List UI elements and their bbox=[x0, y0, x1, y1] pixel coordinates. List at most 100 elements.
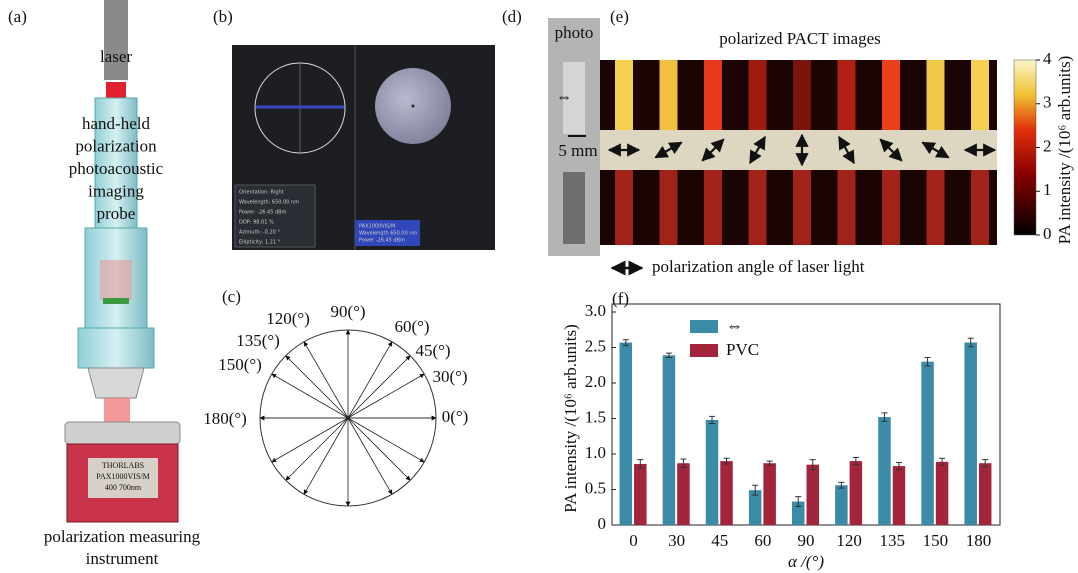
images-caption: polarization angle of laser light bbox=[652, 257, 865, 276]
legend-swatch bbox=[690, 320, 718, 333]
colorbar bbox=[1014, 60, 1036, 235]
polar-arrow bbox=[272, 374, 348, 418]
x-tick-label: 150 bbox=[923, 531, 949, 550]
photo-label: photo bbox=[555, 23, 594, 42]
angle-label: 90(°) bbox=[330, 302, 365, 321]
bar bbox=[936, 462, 949, 525]
panel-label: (d) bbox=[502, 7, 522, 26]
instrument-top bbox=[65, 422, 180, 444]
laser-label: laser bbox=[100, 47, 132, 66]
y-tick-label: 0.5 bbox=[585, 478, 606, 497]
polar-arrow bbox=[348, 356, 410, 418]
y-tick-label: 1.0 bbox=[585, 443, 606, 462]
polar-arrow bbox=[348, 418, 410, 480]
probe-label-line: imaging bbox=[88, 181, 144, 200]
panel-label: (f) bbox=[612, 289, 629, 308]
polar-arrow bbox=[348, 418, 392, 494]
probe-label-line: probe bbox=[97, 204, 136, 223]
legend-label: ⇔ bbox=[726, 316, 743, 335]
x-tick-label: 90 bbox=[798, 531, 815, 550]
x-tick-label: 135 bbox=[879, 531, 905, 550]
laser-head bbox=[106, 82, 126, 98]
bar bbox=[663, 355, 676, 525]
stripe bbox=[882, 60, 900, 130]
y-axis-label: PA intensity /(10⁶ arb.units) bbox=[561, 324, 580, 513]
stripe bbox=[749, 170, 767, 245]
stripe bbox=[704, 170, 722, 245]
stripe bbox=[838, 170, 856, 245]
colorbar-tick-label: 0 bbox=[1043, 224, 1052, 243]
stripe bbox=[793, 60, 811, 130]
sample-dark bbox=[563, 172, 585, 244]
polar-arrow bbox=[272, 418, 348, 462]
info-line: Azimuth: -0.20 ° bbox=[239, 230, 280, 236]
polar-diagram: 0(°)30(°)45(°)60(°)90(°)120(°)135(°)150(… bbox=[203, 302, 468, 506]
probe-ring bbox=[103, 298, 129, 304]
stripe bbox=[660, 170, 678, 245]
x-tick-label: 120 bbox=[836, 531, 862, 550]
angle-label: 120(°) bbox=[266, 309, 310, 328]
polar-arrow bbox=[304, 418, 348, 494]
blue-line: PAX1000VIS/M bbox=[359, 224, 395, 230]
bar bbox=[763, 463, 776, 525]
stripe bbox=[704, 60, 722, 130]
stripe bbox=[971, 170, 989, 245]
sample-photo bbox=[548, 18, 600, 256]
bar bbox=[893, 466, 906, 525]
info-line: Orientation: Right bbox=[239, 190, 284, 196]
stripe bbox=[615, 170, 633, 245]
info-line: Power: -26.45 dBm bbox=[239, 210, 287, 216]
probe-tip bbox=[88, 368, 144, 398]
panel-label: (c) bbox=[222, 287, 241, 306]
y-tick-label: 2.0 bbox=[585, 372, 606, 391]
info-line: DOP: 98.01 % bbox=[239, 220, 274, 226]
colorbar-label: PA intensity /(10⁶ arb.units) bbox=[1055, 56, 1074, 245]
sample-symbol: ⇔ bbox=[556, 89, 572, 106]
instrument-label: instrument bbox=[86, 549, 159, 568]
stripe bbox=[660, 60, 678, 130]
stripe bbox=[927, 170, 945, 245]
probe-label-line: hand-held bbox=[82, 114, 150, 133]
colorbar-tick-label: 3 bbox=[1043, 93, 1052, 112]
stripe bbox=[971, 60, 989, 130]
device-text: 400 700nm bbox=[105, 483, 142, 492]
angle-label: 60(°) bbox=[394, 317, 429, 336]
bar bbox=[878, 417, 891, 525]
blue-line: Power -26.45 dBm bbox=[359, 238, 405, 244]
bar bbox=[634, 464, 647, 525]
colorbar-axis: 01234 bbox=[1036, 49, 1052, 243]
sphere-point bbox=[412, 105, 415, 108]
angle-label: 30(°) bbox=[432, 367, 467, 386]
angle-label: 45(°) bbox=[415, 341, 450, 360]
panel-label: (e) bbox=[610, 7, 629, 26]
y-tick-label: 3.0 bbox=[585, 301, 606, 320]
probe-label-line: polarization bbox=[75, 136, 157, 155]
polar-arrow bbox=[348, 418, 424, 462]
stripe bbox=[838, 60, 856, 130]
polar-arrow bbox=[348, 374, 424, 418]
polar-arrow bbox=[304, 342, 348, 418]
bar bbox=[850, 461, 863, 525]
probe-base bbox=[78, 328, 154, 368]
blue-line: Wavelength 650.00 nm bbox=[359, 231, 418, 237]
bar bbox=[964, 343, 977, 525]
probe-label-line: photoacoustic bbox=[69, 159, 164, 178]
angle-label: 150(°) bbox=[218, 355, 262, 374]
figure: (a) (b) (c) (d) (e) (f) THORLABS PAX1000… bbox=[0, 0, 1078, 573]
bar bbox=[979, 463, 992, 525]
bar bbox=[921, 362, 934, 525]
panel-label: (b) bbox=[213, 7, 233, 26]
images-title: polarized PACT images bbox=[719, 29, 880, 48]
bar bbox=[677, 463, 690, 525]
x-axis-label: α /(°) bbox=[788, 552, 824, 571]
x-tick-label: 45 bbox=[711, 531, 728, 550]
scale-label: 5 mm bbox=[558, 141, 597, 160]
stripe bbox=[793, 170, 811, 245]
polar-arrow bbox=[286, 418, 348, 480]
probe-inner bbox=[100, 260, 132, 300]
probe-illustration: THORLABS PAX1000VIS/M 400 700nm bbox=[65, 0, 180, 522]
x-tick-label: 30 bbox=[668, 531, 685, 550]
device-text: PAX1000VIS/M bbox=[96, 472, 150, 481]
pact-images bbox=[600, 60, 997, 245]
